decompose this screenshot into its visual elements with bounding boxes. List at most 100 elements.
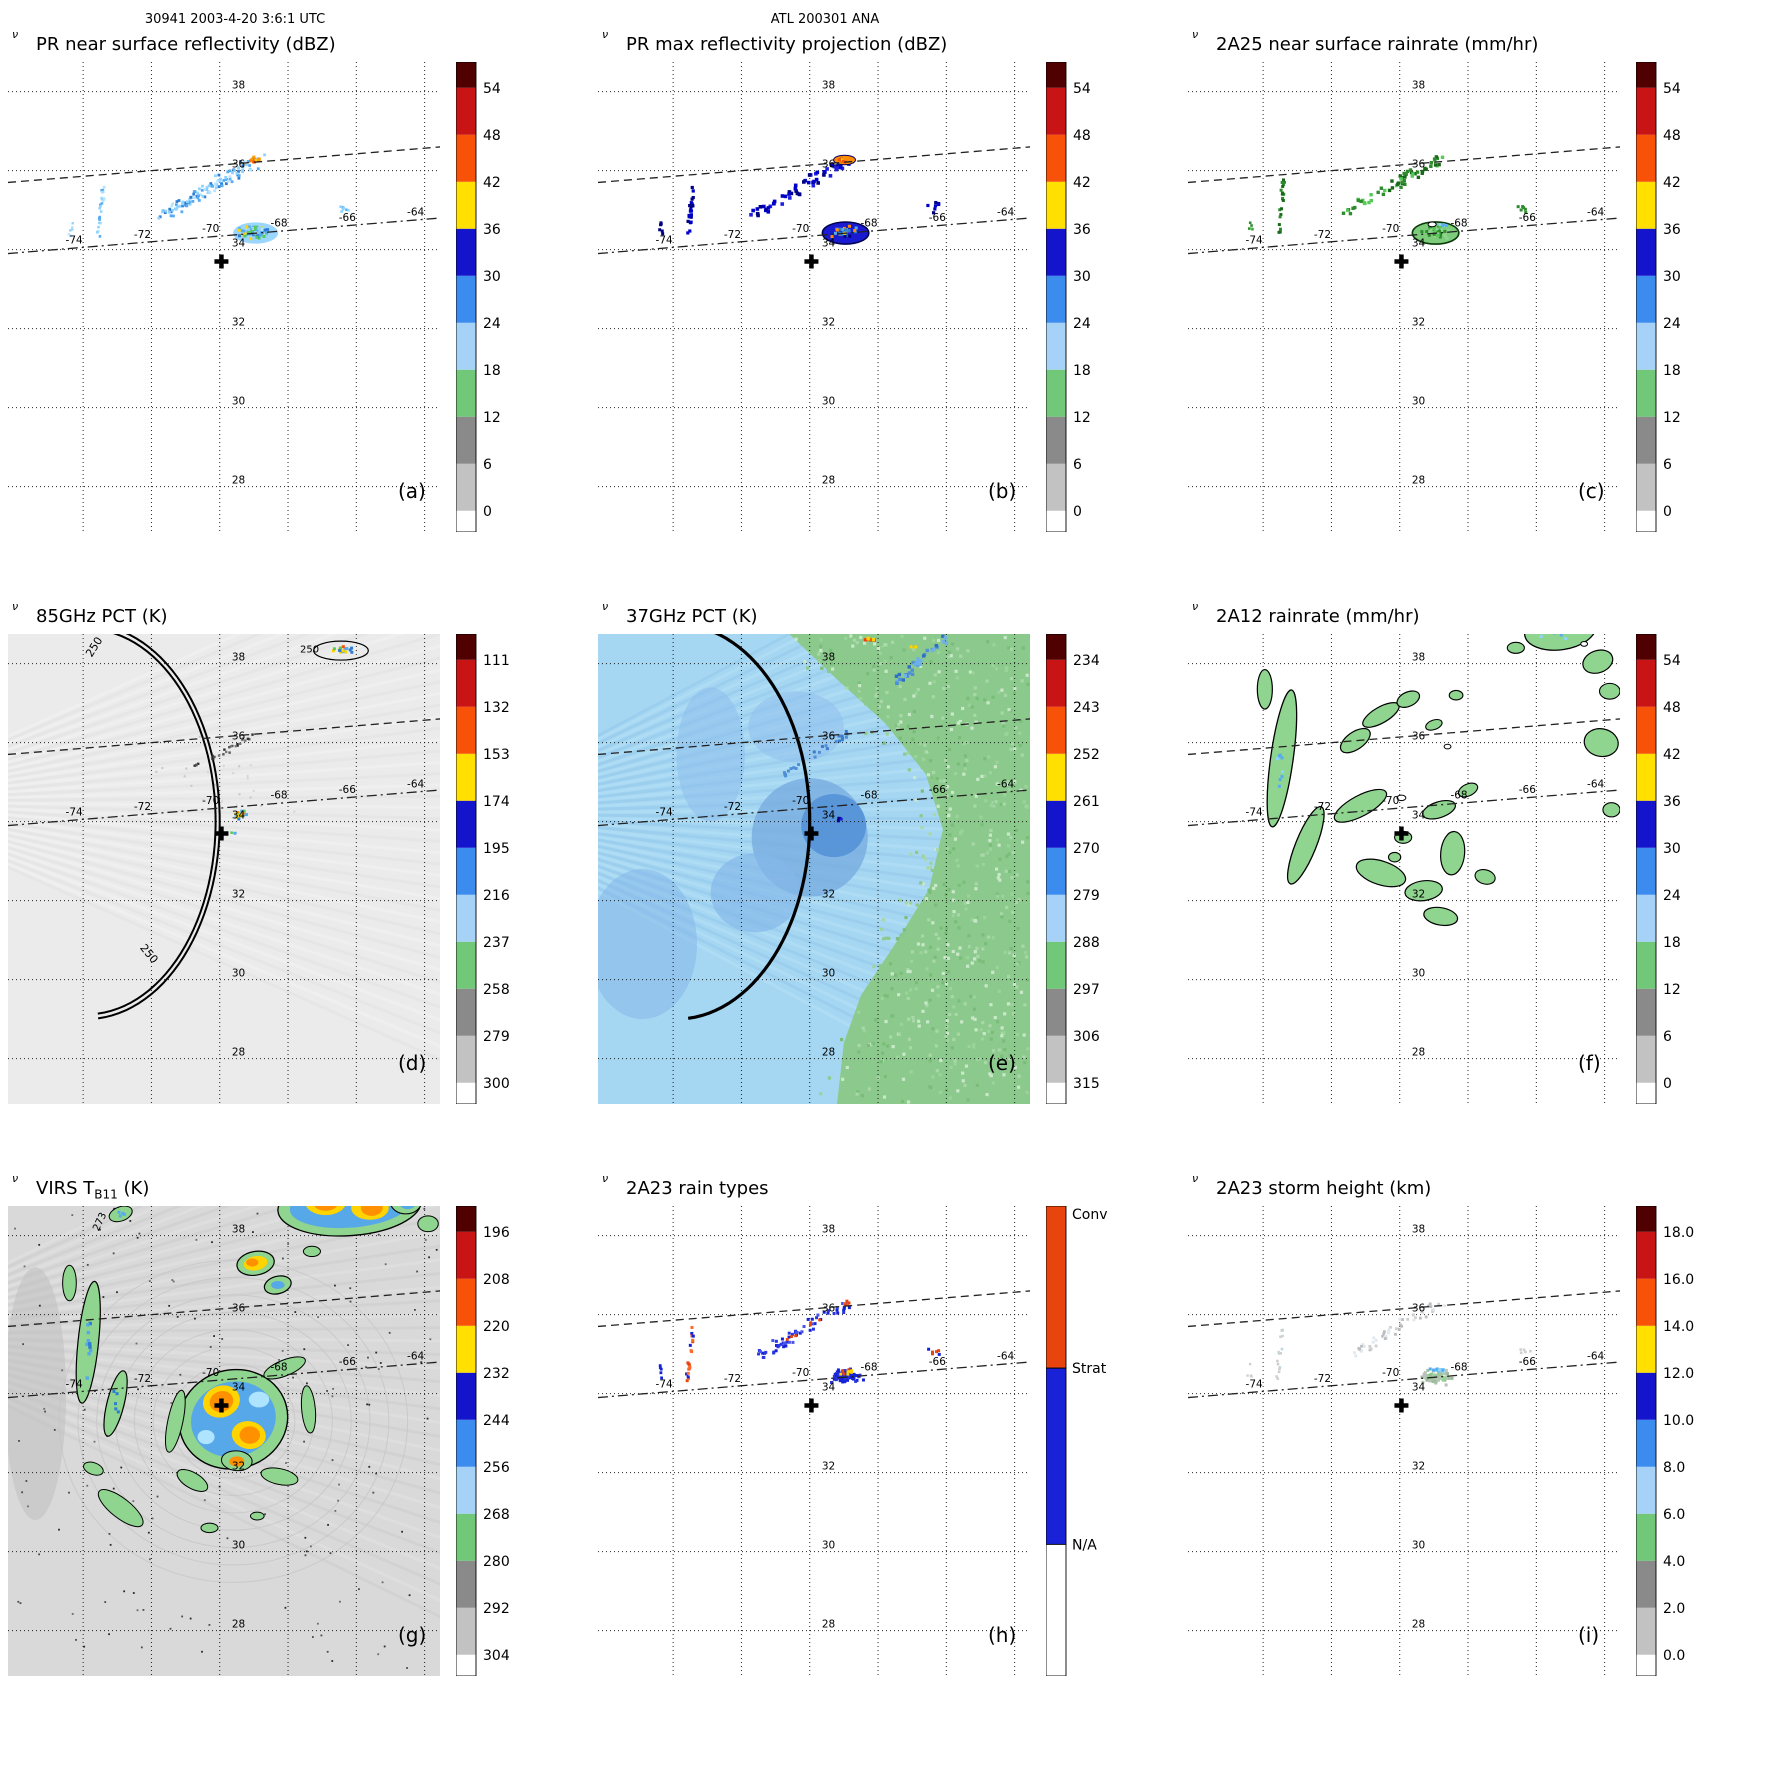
svg-text:-66: -66 xyxy=(929,212,946,224)
svg-text:279: 279 xyxy=(1073,888,1100,904)
svg-text:36: 36 xyxy=(1073,222,1091,238)
svg-text:-64: -64 xyxy=(1587,778,1604,790)
svg-text:34: 34 xyxy=(822,238,836,250)
svg-text:34: 34 xyxy=(232,1382,246,1394)
svg-text:-68: -68 xyxy=(860,218,877,230)
svg-text:28: 28 xyxy=(822,475,835,487)
svg-text:16.0: 16.0 xyxy=(1663,1272,1694,1288)
svg-text:30: 30 xyxy=(232,1540,245,1552)
svg-text:-72: -72 xyxy=(134,229,151,241)
nu-axis-glyph: ν xyxy=(602,1172,609,1185)
svg-text:-70: -70 xyxy=(792,795,809,807)
map-b: -74 -72 -70 -68 -66 -64 38 36 34 32 30 28 (b) xyxy=(598,62,1030,532)
svg-text:34: 34 xyxy=(1412,810,1426,822)
svg-text:54: 54 xyxy=(1073,81,1091,97)
svg-text:38: 38 xyxy=(1412,1224,1425,1236)
nu-axis-glyph: ν xyxy=(602,600,609,613)
svg-text:-64: -64 xyxy=(407,206,424,218)
svg-text:-70: -70 xyxy=(792,223,809,235)
svg-text:-72: -72 xyxy=(724,1373,741,1385)
svg-text:-72: -72 xyxy=(724,801,741,813)
svg-text:30: 30 xyxy=(1412,1540,1425,1552)
svg-text:-64: -64 xyxy=(997,206,1014,218)
panel-g: ν VIRS TB11 (K) 273 -74 -72 -70 -68 -66 -64 38 36… xyxy=(0,1172,590,1750)
svg-text:34: 34 xyxy=(822,810,836,822)
svg-text:-68: -68 xyxy=(270,1362,287,1374)
svg-text:250: 250 xyxy=(300,645,319,656)
svg-text:12: 12 xyxy=(1663,410,1681,426)
svg-text:-72: -72 xyxy=(134,801,151,813)
svg-text:153: 153 xyxy=(483,747,510,763)
svg-text:54: 54 xyxy=(483,81,501,97)
svg-text:36: 36 xyxy=(232,159,246,171)
svg-text:244: 244 xyxy=(483,1413,510,1429)
panel-i-title: ν 2A23 storm height (km) xyxy=(1188,1172,1770,1206)
svg-text:18: 18 xyxy=(1663,363,1681,379)
svg-text:(f): (f) xyxy=(1578,1051,1601,1075)
colorbar-a: 54 48 42 36 30 24 18 12 6 0 xyxy=(456,62,501,532)
svg-text:48: 48 xyxy=(483,128,501,144)
svg-text:6: 6 xyxy=(1073,457,1082,473)
svg-text:2.0: 2.0 xyxy=(1663,1601,1685,1617)
svg-text:208: 208 xyxy=(483,1272,510,1288)
svg-text:36: 36 xyxy=(1663,794,1681,810)
svg-text:32: 32 xyxy=(232,317,245,329)
nu-axis-glyph: ν xyxy=(1192,1172,1199,1185)
svg-text:-72: -72 xyxy=(724,229,741,241)
svg-text:-74: -74 xyxy=(66,234,83,246)
svg-text:36: 36 xyxy=(1663,222,1681,238)
svg-text:270: 270 xyxy=(1073,841,1100,857)
svg-text:36: 36 xyxy=(1412,1303,1426,1315)
panel-h: ν 2A23 rain types -74 -72 -70 -68 -66 -64 38 36 3… xyxy=(590,1172,1180,1750)
svg-text:195: 195 xyxy=(483,841,510,857)
svg-text:28: 28 xyxy=(1412,1619,1425,1631)
svg-text:42: 42 xyxy=(483,175,501,191)
svg-text:-74: -74 xyxy=(656,1378,673,1390)
svg-text:48: 48 xyxy=(1073,128,1091,144)
svg-text:-70: -70 xyxy=(202,223,219,235)
svg-text:-66: -66 xyxy=(929,784,946,796)
svg-text:48: 48 xyxy=(1663,700,1681,716)
svg-text:-72: -72 xyxy=(1314,801,1331,813)
svg-text:10.0: 10.0 xyxy=(1663,1413,1694,1429)
svg-text:-74: -74 xyxy=(66,806,83,818)
svg-text:36: 36 xyxy=(1412,731,1426,743)
svg-text:0: 0 xyxy=(483,504,492,520)
svg-text:-66: -66 xyxy=(339,1356,356,1368)
panel-c-title: ν 2A25 near surface rainrate (mm/hr) xyxy=(1188,28,1770,62)
svg-text:4.0: 4.0 xyxy=(1663,1554,1685,1570)
svg-text:216: 216 xyxy=(483,888,510,904)
svg-text:24: 24 xyxy=(1073,316,1091,332)
svg-text:Conv: Conv xyxy=(1072,1207,1108,1223)
map-h: -74 -72 -70 -68 -66 -64 38 36 34 32 30 28 (h) xyxy=(598,1206,1030,1676)
map-c: -74 -72 -70 -68 -66 -64 38 36 34 32 30 28 (c) xyxy=(1188,62,1620,532)
svg-text:-70: -70 xyxy=(1382,1367,1399,1379)
svg-text:28: 28 xyxy=(822,1047,835,1059)
svg-text:(c): (c) xyxy=(1578,479,1605,503)
svg-text:30: 30 xyxy=(1073,269,1091,285)
panel-g-title-text: VIRS T xyxy=(36,1178,95,1199)
colorbar-h: Conv Strat N/A xyxy=(1046,1206,1108,1676)
colorbar-e: 234 243 252 261 270 279 288 297 306 315 xyxy=(1046,634,1100,1104)
svg-text:36: 36 xyxy=(232,731,246,743)
svg-text:-68: -68 xyxy=(860,790,877,802)
map-e: -74 -72 -70 -68 -66 -64 38 36 34 32 30 28 (e) xyxy=(598,634,1030,1104)
svg-text:12: 12 xyxy=(483,410,501,426)
colorbar-i: 18.0 16.0 14.0 12.0 10.0 8.0 6.0 4.0 2.0 0.0 xyxy=(1636,1206,1694,1676)
panel-d-title-text: 85GHz PCT (K) xyxy=(36,606,168,627)
svg-text:-70: -70 xyxy=(1382,795,1399,807)
svg-text:-68: -68 xyxy=(1450,218,1467,230)
svg-text:12.0: 12.0 xyxy=(1663,1366,1694,1382)
nu-axis-glyph: ν xyxy=(12,1172,19,1185)
svg-text:28: 28 xyxy=(1412,475,1425,487)
svg-text:(a): (a) xyxy=(398,479,426,503)
panel-a-title-text: PR near surface reflectivity (dBZ) xyxy=(36,34,336,55)
svg-text:38: 38 xyxy=(232,1224,245,1236)
map-f: -74 -72 -70 -68 -66 -64 38 36 34 32 30 28 (f) xyxy=(1188,634,1620,1104)
svg-text:-66: -66 xyxy=(1519,784,1536,796)
panel-c-title-text: 2A25 near surface rainrate (mm/hr) xyxy=(1216,34,1539,55)
svg-text:34: 34 xyxy=(822,1382,836,1394)
svg-text:297: 297 xyxy=(1073,982,1100,998)
svg-text:220: 220 xyxy=(483,1319,510,1335)
svg-text:-68: -68 xyxy=(270,790,287,802)
